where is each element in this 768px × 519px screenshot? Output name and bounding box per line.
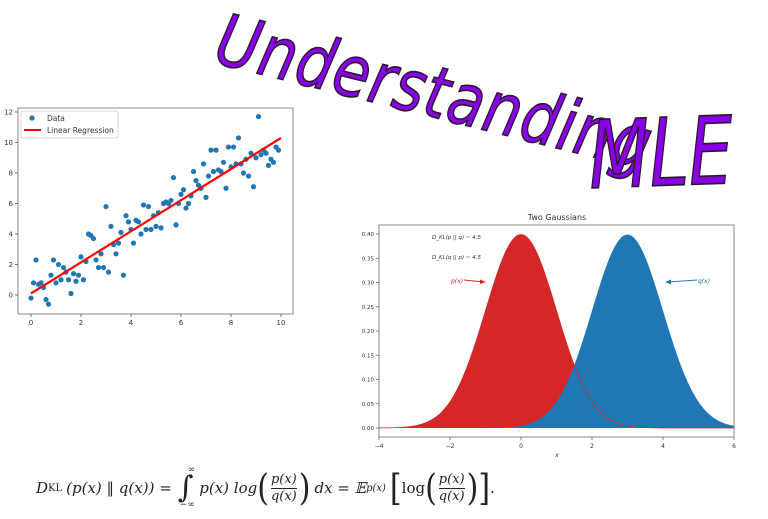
svg-text:12: 12 bbox=[4, 109, 13, 117]
svg-text:−4: −4 bbox=[375, 443, 384, 450]
svg-text:2: 2 bbox=[9, 261, 13, 269]
integral-sign: ∞ ∫ −∞ bbox=[177, 465, 196, 510]
p-gaussian-line bbox=[378, 234, 734, 429]
p-annotation-label: p(x) bbox=[450, 278, 463, 285]
title-mle: MLE bbox=[587, 96, 735, 211]
svg-text:0.10: 0.10 bbox=[362, 378, 375, 384]
svg-text:0.20: 0.20 bbox=[362, 329, 375, 335]
formula-log: log bbox=[401, 479, 426, 497]
svg-text:6: 6 bbox=[179, 319, 184, 327]
regression-line bbox=[30, 136, 282, 295]
svg-text:6: 6 bbox=[732, 443, 736, 450]
formula-d: D bbox=[36, 479, 49, 497]
kl-qp-annotation: D_KL(q || p) ~ 4.5 bbox=[432, 255, 481, 261]
fraction-denominator: q(x) bbox=[438, 488, 465, 504]
scatter-axes-frame bbox=[17, 107, 294, 315]
p-arrowhead-icon bbox=[480, 279, 486, 284]
formula-period: . bbox=[490, 479, 495, 497]
svg-text:0.35: 0.35 bbox=[362, 256, 375, 262]
two-gaussians-chart: Two Gaussians 0.000.050.100.150.200.250.… bbox=[362, 213, 736, 459]
gauss-x-label: x bbox=[554, 452, 559, 459]
svg-text:4: 4 bbox=[661, 443, 665, 450]
formula-fraction-2: p(x) q(x) bbox=[438, 471, 465, 504]
expectation-subscript: p(x) bbox=[366, 482, 386, 494]
svg-text:0.40: 0.40 bbox=[362, 232, 375, 238]
fraction-numerator: p(x) bbox=[438, 471, 465, 487]
svg-text:−2: −2 bbox=[446, 443, 455, 450]
p-gaussian-area bbox=[379, 234, 734, 428]
kl-divergence-formula: D KL (p(x) ‖ q(x)) = ∞ ∫ −∞ p(x) log ( p… bbox=[36, 465, 495, 510]
svg-text:0.00: 0.00 bbox=[362, 426, 375, 432]
svg-text:0: 0 bbox=[519, 443, 523, 450]
fraction-denominator: q(x) bbox=[270, 488, 297, 504]
gauss-x-ticks: −4 −2 0 2 4 6 bbox=[375, 437, 736, 450]
legend-data-marker bbox=[29, 115, 35, 121]
svg-text:6: 6 bbox=[9, 200, 14, 208]
formula-integrand: p(x) log bbox=[199, 479, 258, 497]
scatter-data-points bbox=[28, 113, 282, 307]
legend-line-label: Linear Regression bbox=[47, 126, 114, 135]
svg-text:8: 8 bbox=[229, 319, 233, 327]
q-arrowhead-icon bbox=[665, 279, 671, 285]
scatter-y-ticks: 0 2 4 6 8 10 12 bbox=[4, 109, 18, 300]
gauss-y-ticks: 0.00 0.05 0.10 0.15 0.20 0.25 0.30 0.35 0.40 bbox=[362, 232, 379, 432]
integral-upper-limit: ∞ bbox=[187, 465, 196, 475]
svg-text:2: 2 bbox=[590, 443, 594, 450]
formula-kl-subscript: KL bbox=[48, 482, 63, 494]
kl-pq-annotation: D_KL(p || q) ~ 4.5 bbox=[432, 235, 481, 241]
q-gaussian-area bbox=[379, 234, 734, 428]
svg-text:0: 0 bbox=[9, 292, 13, 300]
svg-text:0.25: 0.25 bbox=[362, 305, 375, 311]
gauss-chart-title: Two Gaussians bbox=[527, 213, 586, 222]
q-annotation-label: q(x) bbox=[698, 278, 710, 285]
integral-lower-limit: −∞ bbox=[179, 500, 195, 510]
q-annotation-arrow bbox=[667, 279, 698, 283]
svg-text:8: 8 bbox=[9, 170, 13, 178]
fraction-numerator: p(x) bbox=[270, 471, 297, 487]
svg-text:0.30: 0.30 bbox=[362, 281, 375, 287]
svg-text:4: 4 bbox=[129, 319, 134, 327]
svg-text:0: 0 bbox=[29, 319, 33, 327]
legend-data-label: Data bbox=[47, 114, 65, 123]
scatter-regression-chart: 0 2 4 6 8 10 12 0 2 4 6 8 10 Data Linear Regression bbox=[4, 107, 294, 327]
svg-text:4: 4 bbox=[9, 231, 14, 239]
formula-dx-expectation: dx = 𝔼 bbox=[314, 479, 367, 497]
scatter-x-ticks: 0 2 4 6 8 10 bbox=[29, 314, 286, 327]
svg-text:2: 2 bbox=[79, 319, 83, 327]
formula-fraction-1: p(x) q(x) bbox=[270, 471, 297, 504]
scatter-legend: Data Linear Regression bbox=[20, 110, 119, 139]
svg-text:10: 10 bbox=[4, 139, 13, 147]
svg-text:0.05: 0.05 bbox=[362, 402, 375, 408]
svg-text:10: 10 bbox=[277, 319, 286, 327]
svg-text:0.15: 0.15 bbox=[362, 353, 375, 359]
formula-lhs-args: (p(x) ‖ q(x)) = bbox=[66, 479, 172, 497]
